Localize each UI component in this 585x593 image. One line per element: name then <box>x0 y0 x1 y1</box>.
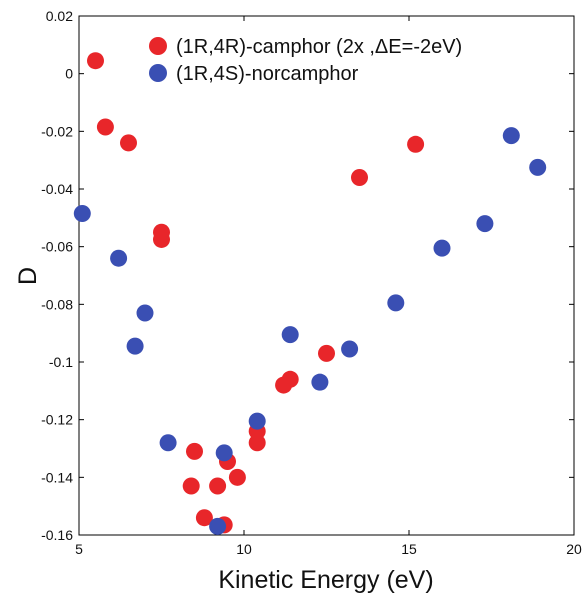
data-point-series-2 <box>248 412 266 430</box>
data-point-series-1 <box>153 230 170 248</box>
y-tick-label: 0.02 <box>46 8 73 24</box>
data-point-series-2 <box>387 294 405 312</box>
y-tick-label: -0.14 <box>41 469 73 485</box>
data-point-series-2 <box>159 434 177 452</box>
y-tick-label: -0.06 <box>41 239 73 255</box>
data-point-series-1 <box>281 370 299 388</box>
y-tick-label: -0.02 <box>41 123 73 139</box>
data-point-series-1 <box>209 477 227 495</box>
legend-marker-series-1 <box>149 37 167 55</box>
axis-ticks: 5 10 15 20 0.02 0 -0.02 -0.04 -0.06 -0.08 -0.1 -0.1… <box>41 8 582 557</box>
legend-label-series-1: (1R,4R)-camphor (2x ,ΔE=-2eV) <box>176 36 462 58</box>
data-point-series-2 <box>215 444 233 462</box>
y-tick-label: -0.04 <box>41 181 73 197</box>
data-point-series-1 <box>318 344 335 362</box>
data-point-series-1 <box>120 134 137 152</box>
x-tick-label: 5 <box>75 541 83 557</box>
data-point-series-2 <box>476 215 494 233</box>
legend-marker-series-2 <box>149 64 167 82</box>
y-tick-label: 0 <box>65 66 73 82</box>
plot-area <box>78 15 575 536</box>
data-point-series-1 <box>186 442 203 460</box>
data-point-series-1 <box>228 468 246 486</box>
data-point-series-1 <box>351 168 368 186</box>
data-point-series-1 <box>195 509 213 527</box>
data-points <box>73 52 547 535</box>
data-point-series-2 <box>311 373 329 391</box>
data-point-series-1 <box>248 434 266 452</box>
data-point-series-2 <box>341 340 359 358</box>
legend: (1R,4R)-camphor (2x ,ΔE=-2eV) (1R,4S)-nor… <box>149 36 462 85</box>
x-axis-label: Kinetic Energy (eV) <box>218 566 433 593</box>
y-axis-label: D <box>14 267 42 285</box>
x-tick-label: 10 <box>236 541 252 557</box>
data-point-series-2 <box>73 205 91 223</box>
data-point-series-2 <box>281 326 299 344</box>
data-point-series-2 <box>136 304 154 322</box>
legend-label-series-2: (1R,4S)-norcamphor <box>176 63 359 85</box>
y-tick-label: -0.12 <box>41 412 73 428</box>
data-point-series-2 <box>110 249 128 267</box>
data-point-series-1 <box>87 52 104 70</box>
data-point-series-1 <box>96 118 114 136</box>
data-point-series-2 <box>126 337 144 355</box>
x-tick-label: 15 <box>401 541 417 557</box>
data-point-series-1 <box>407 135 425 153</box>
data-point-series-2 <box>529 158 547 176</box>
data-point-series-2 <box>209 517 227 535</box>
data-point-series-1 <box>182 477 200 495</box>
data-point-series-2 <box>433 239 451 257</box>
y-tick-label: -0.16 <box>41 527 73 543</box>
y-tick-label: -0.08 <box>41 296 73 312</box>
data-point-series-2 <box>502 127 520 145</box>
x-tick-label: 20 <box>566 541 582 557</box>
y-tick-label: -0.1 <box>49 354 73 370</box>
